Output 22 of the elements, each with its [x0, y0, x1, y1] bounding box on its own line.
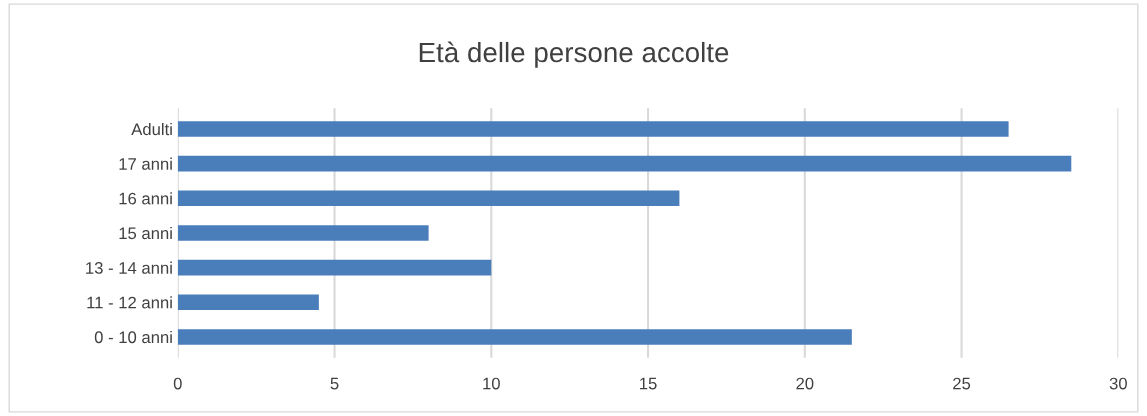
x-tick-label: 5 — [330, 377, 339, 390]
y-tick-label: 0 - 10 anni — [94, 330, 172, 344]
bar — [177, 329, 852, 345]
x-tick-label: 15 — [640, 377, 657, 390]
chart-title: Età delle persone accolte — [419, 41, 729, 68]
bar — [177, 155, 1072, 172]
y-tick-label: Adulti — [131, 122, 172, 136]
x-tick-label: 30 — [1109, 377, 1127, 390]
x-tick-label: 0 — [173, 377, 182, 390]
y-tick-label: 13 - 14 anni — [86, 261, 172, 274]
bar — [177, 294, 319, 311]
x-tick-label: 20 — [796, 377, 814, 390]
bar — [177, 225, 429, 241]
y-tick-label: 15 anni — [119, 226, 172, 240]
x-tick-label: 25 — [953, 377, 971, 390]
bar — [177, 259, 492, 276]
bar — [177, 121, 1009, 137]
bar — [177, 190, 680, 207]
x-tick-label: 10 — [483, 377, 500, 390]
y-tick-label: 17 anni — [119, 157, 172, 170]
y-tick-label: 11 - 12 anni — [87, 296, 172, 309]
y-tick-label: 16 anni — [119, 192, 172, 205]
